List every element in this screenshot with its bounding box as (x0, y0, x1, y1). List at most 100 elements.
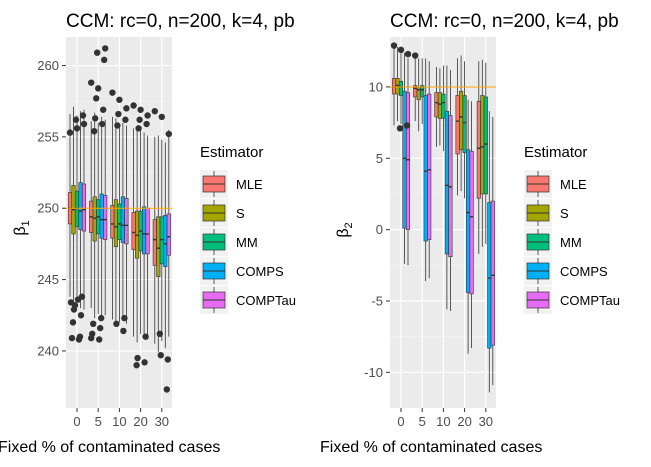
y-axis-title-right-main: β (335, 228, 352, 237)
outlier-point (114, 122, 121, 129)
outlier-point (404, 50, 412, 58)
x-tick-label: 0 (73, 414, 80, 429)
box-body (441, 93, 446, 119)
y-axis-title-left-sub: 1 (20, 220, 32, 226)
box-comptau-30 (490, 116, 495, 386)
box-comptau-10 (124, 125, 129, 324)
outlier-point (109, 89, 116, 96)
legend-left-title: Estimator (200, 144, 263, 161)
box-body (163, 215, 168, 268)
y-tick-label: 240 (37, 343, 59, 358)
outlier-point (97, 324, 104, 332)
outlier-point (88, 79, 95, 86)
box-mle-20 (131, 128, 136, 337)
outlier-point (157, 352, 164, 359)
box-body (402, 90, 407, 229)
outlier-point (93, 95, 100, 102)
box-body (490, 200, 495, 346)
box-body (423, 95, 428, 242)
legend-key-comps (524, 257, 552, 285)
x-tick-label: 30 (155, 414, 169, 429)
x-tick-label: 0 (397, 414, 404, 429)
legend-label-comps: COMPS (560, 264, 608, 279)
box-mm-20 (462, 61, 467, 199)
outlier-point (156, 330, 163, 337)
outlier-point (130, 102, 137, 109)
outlier-point (68, 334, 76, 342)
box-body (469, 150, 474, 295)
legend-label-comptau: COMPTau (236, 293, 296, 308)
box-comptau-5 (427, 61, 432, 279)
y-tick-label: 250 (37, 201, 59, 216)
outlier-point (100, 106, 107, 113)
outlier-point (88, 334, 95, 342)
box-mm-30 (483, 62, 488, 244)
outlier-point (99, 120, 106, 128)
outlier-point (67, 299, 75, 306)
box-body (117, 203, 122, 240)
outlier-point (136, 116, 143, 123)
legend-label-mle: MLE (236, 177, 263, 192)
outlier-point (158, 113, 165, 121)
box-comptau-20 (469, 101, 474, 349)
outlier-point (77, 312, 85, 319)
box-body (145, 207, 150, 255)
x-tick-label: 20 (133, 414, 147, 429)
box-comptau-20 (145, 135, 150, 340)
box-body (448, 115, 453, 258)
outlier-point (79, 112, 87, 119)
outlier-point (135, 125, 142, 132)
legend-key-mle (200, 170, 228, 198)
legend-key-comptau (524, 286, 552, 314)
box-body (142, 206, 147, 255)
outlier-point (144, 112, 151, 119)
outlier-point (143, 120, 150, 128)
outlier-point (165, 130, 172, 138)
box-mle-5 (89, 121, 94, 309)
outlier-point (142, 333, 149, 340)
outlier-point (66, 129, 74, 136)
outlier-point (163, 386, 170, 393)
box-comptau-5 (103, 119, 108, 316)
box-body (110, 205, 115, 239)
box-body (483, 96, 488, 195)
legend-key-mm (200, 228, 228, 256)
outlier-point (390, 42, 398, 49)
y-axis-title-left-main: β (12, 226, 29, 235)
outlier-point (80, 120, 88, 128)
chart-title-left: CCM: rc=0, n=200, k=4, pb (66, 11, 295, 32)
box-comptau-10 (448, 69, 453, 311)
chart-title-right: CCM: rc=0, n=200, k=4, pb (390, 11, 619, 32)
box-mle-10 (434, 66, 439, 147)
box-body (92, 196, 97, 242)
outlier-point (151, 108, 158, 115)
y-tick-label: -10 (364, 365, 383, 380)
outlier-point (74, 296, 82, 303)
outlier-point (94, 49, 101, 56)
x-tick-label: 5 (419, 414, 426, 429)
box-comptau-30 (166, 129, 171, 337)
box-body (398, 80, 404, 96)
y-tick-label: 255 (37, 129, 59, 144)
box-body (156, 216, 161, 278)
box-body (74, 190, 80, 228)
box-comps-30 (163, 142, 168, 349)
legend-key-s (524, 199, 552, 227)
outlier-point (75, 336, 83, 343)
outlier-point (412, 52, 419, 59)
box-body (391, 78, 397, 95)
outlier-point (113, 320, 120, 328)
legend-label-comptau: COMPTau (560, 293, 620, 308)
box-mm-5 (420, 58, 425, 125)
x-tick-label: 10 (436, 414, 450, 429)
legend-label-comps: COMPS (236, 264, 284, 279)
x-axis-title-left: Fixed % of contaminated cases (0, 439, 220, 456)
outlier-point (396, 125, 404, 132)
box-mle-20 (455, 58, 460, 196)
box-s-5 (416, 58, 421, 132)
box-body (480, 95, 485, 195)
y-tick-label: -5 (371, 293, 383, 308)
outlier-point (101, 56, 108, 64)
